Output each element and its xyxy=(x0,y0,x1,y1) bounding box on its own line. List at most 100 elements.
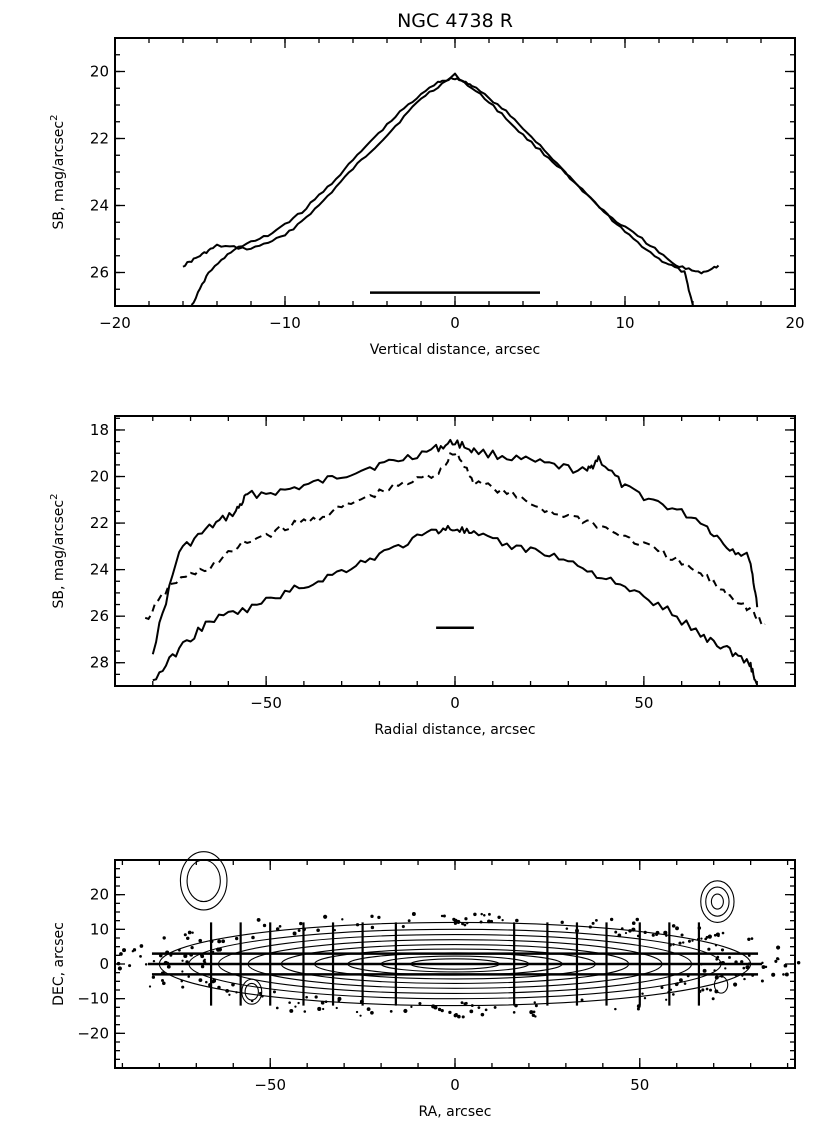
noise-dot xyxy=(289,1008,294,1013)
noise-dot xyxy=(617,933,622,938)
noise-dot xyxy=(691,939,694,942)
noise-dot xyxy=(782,973,785,976)
noise-dot xyxy=(407,919,411,923)
noise-dot xyxy=(117,966,122,971)
noise-dot xyxy=(128,964,132,968)
noise-dot xyxy=(636,1007,640,1011)
noise-dot xyxy=(288,1001,291,1004)
noise-dot xyxy=(747,937,751,941)
noise-dot xyxy=(643,996,647,1000)
noise-dot xyxy=(631,921,636,925)
noise-dot xyxy=(466,921,469,925)
noise-dot xyxy=(460,1001,464,1005)
noise-dot xyxy=(178,948,181,952)
noise-dot xyxy=(341,918,344,921)
noise-dot xyxy=(278,925,282,928)
y-tick-label: 24 xyxy=(90,561,109,579)
noise-dot xyxy=(534,1015,537,1018)
x-tick-label: −10 xyxy=(269,314,301,332)
noise-dot xyxy=(713,969,716,972)
noise-dot xyxy=(678,941,682,945)
noise-dot xyxy=(709,988,713,992)
y-tick-label: 24 xyxy=(90,197,109,215)
noise-dot xyxy=(624,931,628,935)
noise-dot xyxy=(533,1001,536,1004)
noise-dot xyxy=(453,918,458,923)
x-axis-title: RA, arcsec xyxy=(419,1104,492,1120)
y-tick-label: 10 xyxy=(90,920,109,938)
noise-dot xyxy=(461,922,464,926)
noise-dot xyxy=(484,1008,488,1012)
noise-dot xyxy=(198,938,203,943)
noise-dot xyxy=(631,927,636,932)
noise-dot xyxy=(609,917,614,922)
noise-dot xyxy=(323,914,328,919)
y-axis-title-superscript: 2 xyxy=(49,115,60,121)
noise-dot xyxy=(305,995,308,999)
noise-dot xyxy=(628,929,632,933)
y-axis-title: DEC, arcsec xyxy=(51,922,67,1006)
x-tick-label: 50 xyxy=(630,1076,649,1094)
noise-dot xyxy=(764,965,768,969)
noise-dot xyxy=(275,1006,279,1010)
y-axis-title: SB, mag/arcsec2 xyxy=(49,115,67,230)
noise-dot xyxy=(614,1007,617,1011)
noise-dot xyxy=(235,991,238,994)
noise-dot xyxy=(410,1005,413,1008)
noise-dot xyxy=(355,923,360,927)
star-contour xyxy=(186,859,221,903)
noise-dot xyxy=(205,980,208,984)
noise-dot xyxy=(228,993,231,996)
noise-dot xyxy=(370,925,375,930)
noise-dot xyxy=(190,945,194,950)
noise-dot xyxy=(461,1015,465,1019)
y-axis-title: SB, mag/arcsec2 xyxy=(49,494,67,609)
noise-dot xyxy=(181,985,185,989)
noise-dot xyxy=(483,914,486,917)
vertical-profile-panel: −20 −10 0 10 20 20 22 24 26 Vertical distance, ar… xyxy=(49,37,805,358)
x-axis-title: Radial distance, arcsec xyxy=(374,722,535,738)
noise-dot xyxy=(641,992,644,995)
noise-dot xyxy=(212,978,217,983)
noise-dot xyxy=(217,939,222,944)
noise-dot xyxy=(457,1014,461,1019)
x-tick-label: −20 xyxy=(99,314,131,332)
noise-dot xyxy=(183,953,188,959)
x-tick-label: 0 xyxy=(450,314,460,332)
noise-dot xyxy=(477,1006,481,1010)
noise-dot xyxy=(203,958,206,962)
noise-dot xyxy=(183,933,187,937)
noise-dot xyxy=(333,928,336,932)
noise-dot xyxy=(532,1010,536,1014)
noise-dot xyxy=(370,1010,374,1015)
noise-dot xyxy=(501,919,504,922)
x-tick-label: −50 xyxy=(250,694,282,712)
noise-dot xyxy=(166,964,171,969)
noise-dot xyxy=(614,930,618,934)
noise-dot xyxy=(700,937,703,940)
noise-dot xyxy=(591,921,595,925)
noise-dot xyxy=(469,1009,474,1014)
noise-dot xyxy=(512,1011,516,1014)
noise-dot xyxy=(317,1006,322,1011)
noise-dot xyxy=(671,924,676,928)
noise-dot xyxy=(448,1010,452,1015)
plot-frame xyxy=(114,37,796,307)
noise-dot xyxy=(217,985,221,990)
noise-dot xyxy=(707,934,712,939)
y-tick-label: −10 xyxy=(77,990,109,1008)
noise-dot xyxy=(299,921,303,926)
noise-dot xyxy=(139,944,144,948)
noise-dot xyxy=(783,963,788,968)
noise-dot xyxy=(217,947,223,952)
noise-dot xyxy=(560,920,564,924)
noise-dot xyxy=(715,932,720,937)
noise-dot xyxy=(480,912,483,916)
noise-dot xyxy=(716,955,720,959)
y-tick-label: 18 xyxy=(90,421,109,439)
noise-dot xyxy=(493,1005,497,1009)
noise-dot xyxy=(275,927,280,931)
noise-dot xyxy=(355,1010,359,1014)
noise-dot xyxy=(774,959,778,963)
y-tick-label: 0 xyxy=(99,955,109,973)
